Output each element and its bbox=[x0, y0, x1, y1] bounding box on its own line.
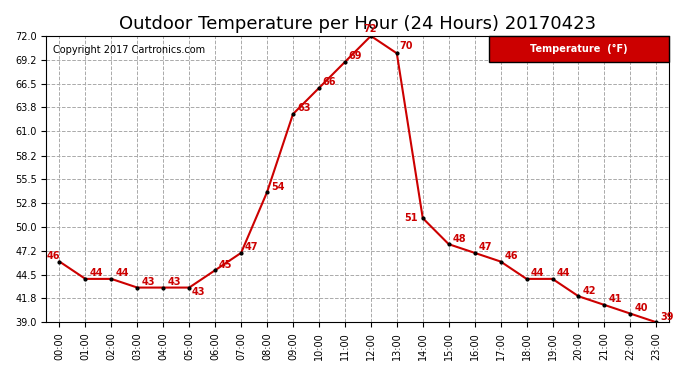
Text: 45: 45 bbox=[219, 260, 233, 270]
Text: 43: 43 bbox=[141, 277, 155, 287]
Text: 44: 44 bbox=[89, 268, 103, 278]
Text: 43: 43 bbox=[167, 277, 181, 287]
Text: Temperature  (°F): Temperature (°F) bbox=[530, 44, 628, 54]
Text: 44: 44 bbox=[115, 268, 129, 278]
Text: 69: 69 bbox=[349, 51, 362, 62]
FancyBboxPatch shape bbox=[489, 36, 669, 62]
Text: 48: 48 bbox=[453, 234, 466, 244]
Text: 41: 41 bbox=[609, 294, 622, 304]
Text: Copyright 2017 Cartronics.com: Copyright 2017 Cartronics.com bbox=[52, 45, 205, 54]
Text: 40: 40 bbox=[634, 303, 648, 313]
Text: 43: 43 bbox=[192, 287, 206, 297]
Text: 72: 72 bbox=[363, 24, 377, 34]
Text: 54: 54 bbox=[271, 182, 284, 192]
Text: 63: 63 bbox=[297, 104, 310, 113]
Text: 46: 46 bbox=[504, 251, 518, 261]
Text: 44: 44 bbox=[531, 268, 544, 278]
Text: 51: 51 bbox=[404, 213, 418, 223]
Text: 66: 66 bbox=[323, 77, 336, 87]
Text: 42: 42 bbox=[582, 286, 596, 296]
Text: 47: 47 bbox=[245, 242, 259, 252]
Text: 46: 46 bbox=[46, 251, 60, 261]
Text: 39: 39 bbox=[660, 312, 673, 322]
Text: 47: 47 bbox=[479, 242, 492, 252]
Text: 44: 44 bbox=[556, 268, 570, 278]
Title: Outdoor Temperature per Hour (24 Hours) 20170423: Outdoor Temperature per Hour (24 Hours) … bbox=[119, 15, 596, 33]
Text: 70: 70 bbox=[400, 41, 413, 51]
